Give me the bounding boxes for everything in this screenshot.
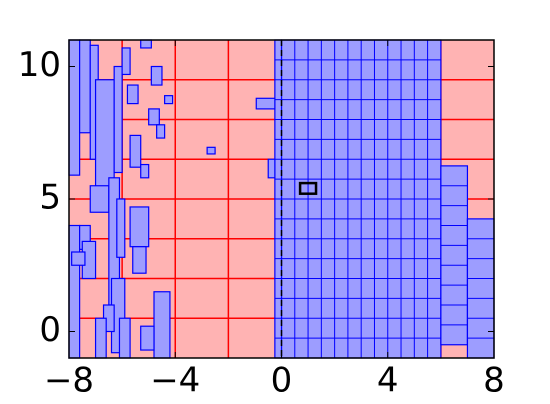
refined-box — [126, 84, 139, 105]
refined-box — [68, 39, 81, 176]
refined-box — [68, 224, 81, 359]
y-tick-label: 10 — [18, 45, 61, 85]
refined-box — [71, 251, 86, 266]
y-tick-label: 5 — [39, 178, 61, 218]
x-tick-label: 0 — [271, 361, 293, 401]
refined-box — [255, 97, 276, 110]
refined-box — [113, 65, 123, 174]
refined-box — [140, 163, 150, 179]
refined-box — [150, 65, 163, 86]
refined-box — [148, 108, 160, 126]
refined-box — [267, 158, 276, 179]
refined-box — [79, 39, 91, 134]
refined-box — [121, 47, 131, 76]
refined-box — [140, 39, 152, 49]
x-tick-label: 4 — [377, 361, 399, 401]
refined-patch — [440, 165, 469, 346]
x-tick-label: −4 — [150, 361, 200, 401]
x-tick-label: 8 — [483, 361, 505, 401]
y-tick-label: 0 — [39, 310, 61, 350]
refined-box — [153, 291, 171, 359]
refined-box — [129, 206, 150, 248]
refined-box — [94, 317, 107, 359]
marker-box — [298, 181, 318, 195]
refined-patch — [466, 218, 495, 359]
refined-box — [116, 198, 126, 258]
refined-box — [206, 146, 216, 155]
refined-box — [89, 185, 110, 213]
refined-box — [118, 317, 131, 359]
refined-box — [129, 134, 142, 168]
refined-box — [140, 325, 155, 351]
refined-box — [164, 95, 174, 105]
refined-box — [156, 124, 166, 139]
x-tick-label: −8 — [44, 361, 94, 401]
refined-box — [132, 246, 147, 274]
